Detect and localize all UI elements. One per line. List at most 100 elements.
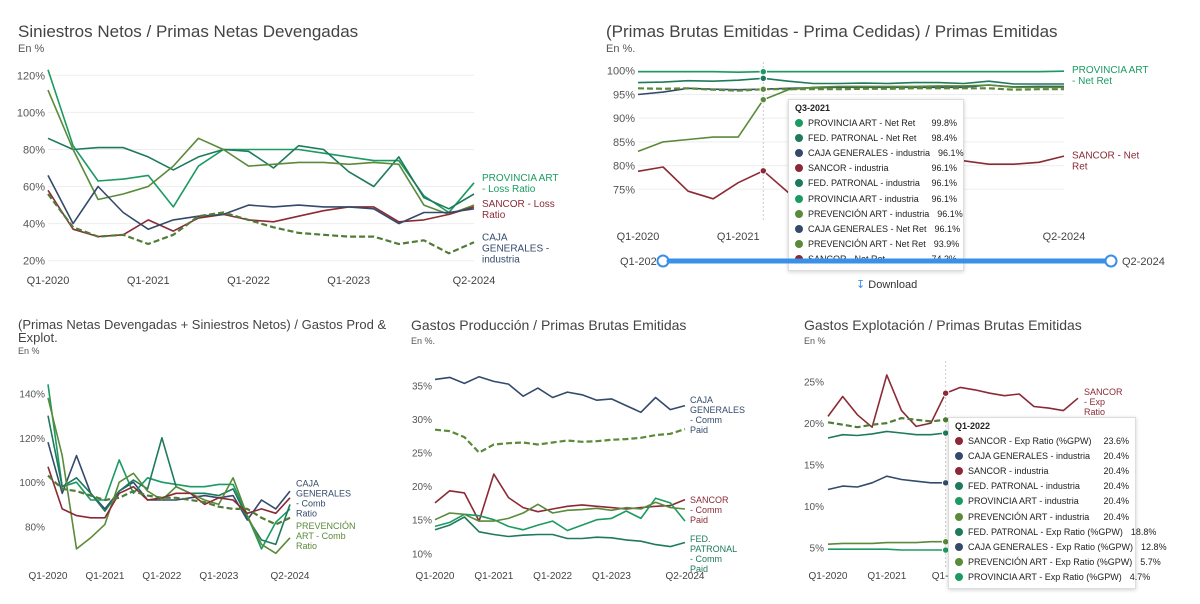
x-tick-label: Q1-2020 (27, 275, 70, 287)
tooltip-series-name: CAJA GENERALES - Net Ret (808, 223, 927, 234)
x-tick-label: Q1-2023 (327, 275, 370, 287)
x-tick-label: Q1-2021 (867, 571, 906, 582)
chart-panel-net-retention: (Primas Brutas Emitidas - Prima Cedidas)… (590, 0, 1200, 300)
tooltip-series-name: PROVINCIA ART - Net Ret (808, 117, 916, 128)
y-tick-label: 85% (613, 137, 635, 149)
tooltip-row: CAJA GENERALES - industria 20.4% (955, 448, 1129, 463)
y-tick-label: 40% (23, 219, 45, 231)
y-tick-label: 30% (412, 415, 432, 426)
series-line[interactable]: SANCOR - Exp Ratio (%GPW) (827, 374, 1079, 428)
range-slider[interactable]: Q1-2020 Q2-2024 (590, 251, 1200, 271)
legend-dot-icon (955, 451, 963, 460)
legend-dot-icon (955, 573, 963, 582)
tooltip-row: CAJA GENERALES - Exp Ratio (%GPW) 12.8% (955, 539, 1167, 554)
legend-dot-icon (955, 527, 963, 536)
tooltip-value: 93.9% (933, 239, 960, 250)
slider-end-handle[interactable] (1104, 254, 1118, 268)
tooltip-row: SANCOR - industria 20.4% (955, 463, 1129, 478)
tooltip-value: 5.7% (1140, 557, 1161, 568)
y-tick-label: 25% (412, 449, 432, 460)
y-tick-label: 95% (613, 89, 635, 101)
series-line[interactable] (47, 193, 475, 255)
production-costs-chart[interactable]: 10% 15% 20% 25% 30% 35% Q1-2020 Q1-2021 Q1-2022 Q… (400, 300, 800, 604)
series-line[interactable] (47, 415, 291, 546)
series-line[interactable]: CAJA GENERALES - industria (47, 175, 475, 230)
chart-subtitle: En %. (411, 336, 436, 346)
x-tick-label: Q1-20 (932, 571, 960, 582)
series-line[interactable] (434, 497, 686, 532)
hover-point (759, 74, 767, 83)
legend-dot-icon (955, 466, 963, 475)
tooltip-row: FED. PATRONAL - Exp Ratio (%GPW) 18.8% (955, 524, 1156, 539)
tooltip-value: 23.6% (1103, 435, 1129, 446)
tooltip-series-name: FED. PATRONAL - industria (968, 481, 1080, 492)
series-end-label: FED. PATRONAL - Comm Paid (690, 534, 737, 574)
combined-ratio-chart[interactable]: 80% 100% 120% 140% Q1-2020 Q1-2021 Q1-2022 Q1-2… (0, 300, 400, 604)
series-line[interactable] (47, 466, 291, 519)
tooltip-value: 18.8% (1130, 526, 1157, 537)
tooltip-row: PREVENCIÓN ART - industria 20.4% (955, 509, 1129, 524)
series-line[interactable] (47, 384, 291, 550)
legend-dot-icon (795, 240, 803, 249)
tooltip-series-name: SANCOR - Exp Ratio (%GPW) (968, 435, 1092, 446)
series-line[interactable]: CAJA GENERALES - Comm Paid (434, 375, 686, 414)
series-line[interactable]: PROVINCIA ART - Net Ret (638, 70, 1065, 73)
legend-dot-icon (955, 436, 963, 445)
legend-dot-icon (955, 542, 963, 551)
x-tick-label: Q1-2020 (617, 231, 660, 243)
y-tick-label: 35% (412, 381, 432, 392)
tooltip-header: Q3-2021 (795, 103, 831, 113)
tooltip-row: PROVINCIA ART - Exp Ratio (%GPW) 4.7% (955, 570, 1150, 585)
tooltip-row: PROVINCIA ART - industria 96.1% (795, 191, 957, 206)
x-tick-label: Q1-2021 (717, 231, 760, 243)
tooltip-value: 96.1% (931, 193, 957, 204)
series-line[interactable] (434, 428, 686, 454)
x-tick-label: Q1-2020 (29, 571, 68, 582)
series-line[interactable]: CAJA GENERALES - Comb Ratio (47, 441, 291, 521)
chart-tooltip: Q3-2021 PROVINCIA ART - Net Ret 99.8% FED. … (788, 99, 964, 271)
tooltip-series-name: PROVINCIA ART - industria (968, 496, 1079, 507)
tooltip-series-name: FED. PATRONAL - industria (808, 178, 920, 189)
tooltip-row: FED. PATRONAL - industria 20.4% (955, 479, 1129, 494)
series-end-label: CAJA GENERALES -industria (482, 232, 549, 265)
series-line[interactable] (47, 89, 475, 216)
y-tick-label: 80% (23, 144, 45, 156)
legend-dot-icon (795, 164, 803, 173)
tooltip-series-name: SANCOR - industria (808, 163, 889, 174)
tooltip-series-name: PREVENCIÓN ART - industria (968, 511, 1090, 522)
chart-subtitle: En % (18, 43, 45, 55)
series-line[interactable]: PREVENCIÓN ART - industria (637, 87, 1064, 92)
tooltip-value: 96.1% (931, 178, 957, 189)
y-tick-label: 120% (19, 434, 45, 445)
tooltip-series-name: CAJA GENERALES - industria (808, 147, 931, 158)
legend-dot-icon (955, 512, 963, 521)
series-line[interactable] (47, 137, 475, 210)
series-line[interactable]: FED. PATRONAL - Comm Paid (434, 516, 686, 548)
tooltip-row: PROVINCIA ART - industria 20.4% (955, 494, 1129, 509)
legend-dot-icon (795, 224, 803, 233)
series-line[interactable]: PROVINCIA ART - Loss Ratio (47, 69, 475, 214)
series-line[interactable]: SANCOR - Comm Paid (434, 473, 686, 522)
x-tick-label: Q2-2024 (271, 571, 310, 582)
series-line[interactable] (434, 501, 686, 522)
loss-ratio-chart[interactable]: 20% 40% 60% 80% 100% 120% Q1-2020 Q1-2021 Q1-202… (0, 0, 590, 300)
download-button[interactable]: ↧ Download (856, 278, 917, 291)
series-line[interactable]: FED. PATRONAL - Net Ret (637, 77, 1064, 85)
x-tick-label: Q1-2021 (474, 571, 513, 582)
legend-dot-icon (955, 482, 963, 491)
tooltip-series-name: PREVENCIÓN ART - Exp Ratio (%GPW) (968, 557, 1133, 568)
tooltip-value: 96.1% (938, 147, 964, 158)
download-label: Download (868, 279, 918, 291)
x-tick-label: Q1-2021 (127, 275, 170, 287)
tooltip-header: Q1-2022 (955, 421, 991, 431)
tooltip-row: PREVENCIÓN ART - industria 96.1% (795, 206, 963, 221)
series-line[interactable] (47, 474, 291, 526)
series-line[interactable]: PREVENCIÓN ART - Comb Ratio (47, 397, 291, 555)
series-end-label: PREVENCIÓN ART - Comb Ratio (296, 521, 356, 551)
tooltip-series-name: PROVINCIA ART - Exp Ratio (%GPW) (968, 572, 1122, 583)
tooltip-row: CAJA GENERALES - Net Ret 96.1% (795, 221, 960, 236)
series-line[interactable]: PREVENCIÓN ART - Net Ret (637, 84, 1064, 153)
x-tick-label: Q2-2024 (453, 275, 496, 287)
legend-dot-icon (955, 497, 963, 506)
chart-title: (Primas Brutas Emitidas - Prima Cedidas)… (606, 22, 1058, 41)
